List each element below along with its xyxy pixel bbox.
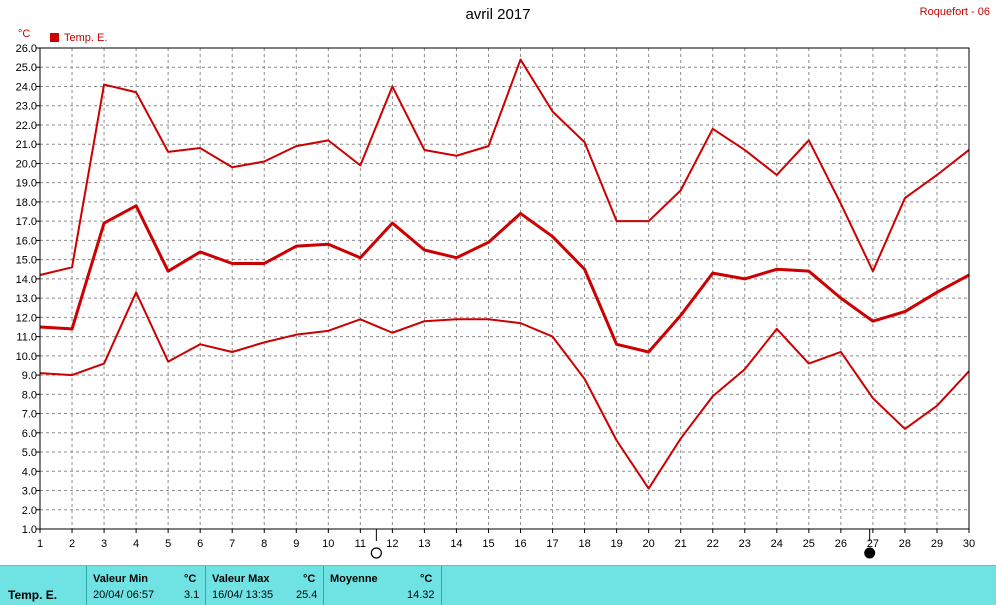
series-line-max — [39, 58, 970, 277]
y-axis-ticks: 1.0 2.0 3.0 4.0 5.0 6.0 7.0 8.0 9.0 10.0 11.0 12.0 1… — [16, 43, 40, 536]
x-tick-label: 10 — [322, 538, 334, 550]
series-line-mean — [39, 204, 970, 354]
x-tick-label: 11 — [355, 538, 366, 550]
y-tick-label: 20.0 — [16, 158, 37, 170]
y-tick-label: 1.0 — [22, 524, 37, 536]
temperature-chart: °C Temp. E. 1.02.03.04.05.06.07.08.09.01… — [16, 28, 975, 559]
x-tick-label: 6 — [197, 538, 203, 550]
x-tick-label: 22 — [707, 538, 719, 550]
y-tick-label: 21.0 — [16, 139, 37, 151]
y-tick-label: 11.0 — [16, 332, 37, 344]
y-tick-label: 2.0 — [22, 505, 37, 517]
stats-min-value: 3.1 — [184, 589, 200, 601]
stats-min-header: Valeur Min — [93, 573, 149, 585]
stats-mean-value: 14.32 — [407, 589, 435, 601]
y-tick-label: 23.0 — [16, 101, 37, 113]
y-tick-label: 16.0 — [16, 235, 37, 247]
chart-title: avril 2017 — [465, 6, 531, 23]
station-name: Roquefort - 06 — [919, 6, 990, 18]
x-tick-label: 19 — [610, 538, 622, 550]
full-moon-icon — [864, 547, 876, 559]
y-tick-label: 3.0 — [22, 486, 37, 498]
y-tick-label: 8.0 — [22, 389, 37, 401]
new-moon-icon — [370, 547, 382, 559]
x-tick-label: 17 — [546, 538, 558, 550]
x-tick-label: 2 — [69, 538, 75, 550]
x-tick-label: 12 — [386, 538, 398, 550]
x-tick-label: 26 — [835, 538, 847, 550]
stats-min-datetime: 20/04/ 06:57 — [93, 589, 155, 601]
x-tick-label: 3 — [101, 538, 107, 550]
y-tick-label: 25.0 — [16, 62, 37, 74]
x-tick-label: 15 — [482, 538, 494, 550]
y-tick-label: 26.0 — [16, 43, 37, 55]
y-tick-label: 22.0 — [16, 120, 37, 132]
y-tick-label: 15.0 — [16, 255, 37, 267]
stats-panel: Temp. E. Valeur Min °C 20/04/ 06:57 3.1 … — [0, 565, 996, 605]
y-tick-label: 18.0 — [16, 197, 37, 209]
y-tick-label: 24.0 — [16, 81, 37, 93]
y-tick-label: 12.0 — [16, 312, 37, 324]
stats-max-datetime: 16/04/ 13:35 — [212, 589, 274, 601]
stats-max: Valeur Max °C 16/04/ 13:35 25.4 — [206, 566, 323, 605]
x-tick-label: 28 — [899, 538, 911, 550]
x-tick-label: 5 — [165, 538, 171, 550]
stats-max-header: Valeur Max — [212, 573, 270, 585]
y-tick-label: 13.0 — [16, 293, 37, 305]
stats-max-value: 25.4 — [296, 589, 318, 601]
x-tick-label: 25 — [803, 538, 815, 550]
grid — [39, 47, 970, 530]
x-tick-label: 9 — [293, 538, 299, 550]
y-tick-label: 6.0 — [22, 428, 37, 440]
plot-frame — [39, 47, 970, 530]
x-tick-label: 29 — [931, 538, 943, 550]
x-tick-label: 13 — [418, 538, 430, 550]
legend-label: Temp. E. — [64, 32, 107, 44]
stats-row-label: Temp. E. — [8, 588, 58, 602]
y-tick-label: 4.0 — [22, 466, 37, 478]
x-tick-label: 16 — [514, 538, 526, 550]
x-tick-label: 18 — [578, 538, 590, 550]
y-tick-label: 19.0 — [16, 178, 37, 190]
x-tick-label: 21 — [675, 538, 687, 550]
stats-mean: Moyenne °C 14.32 — [324, 566, 441, 605]
x-tick-label: 7 — [229, 538, 235, 550]
stats-mean-unit: °C — [420, 573, 433, 585]
stats-min: Valeur Min °C 20/04/ 06:57 3.1 — [87, 566, 205, 605]
y-tick-label: 9.0 — [22, 370, 37, 382]
x-tick-label: 8 — [261, 538, 267, 550]
x-tick-label: 1 — [37, 538, 43, 550]
y-tick-label: 10.0 — [16, 351, 37, 363]
x-tick-label: 23 — [739, 538, 751, 550]
x-tick-label: 30 — [963, 538, 975, 550]
series-lines — [39, 58, 970, 490]
x-tick-label: 20 — [643, 538, 655, 550]
y-unit-label: °C — [18, 28, 30, 40]
stats-mean-header: Moyenne — [330, 573, 378, 585]
y-tick-label: 7.0 — [22, 409, 37, 421]
x-tick-label: 24 — [771, 538, 783, 550]
stats-min-unit: °C — [184, 573, 197, 585]
series-line-min — [39, 291, 970, 490]
y-tick-label: 17.0 — [16, 216, 37, 228]
y-tick-label: 14.0 — [16, 274, 37, 286]
y-tick-label: 5.0 — [22, 447, 37, 459]
legend-swatch — [50, 33, 59, 42]
x-tick-label: 14 — [450, 538, 462, 550]
stats-max-unit: °C — [303, 573, 316, 585]
x-axis-ticks: 1 2 3 4 5 6 7 8 9 10 11 12 13 14 15 16 17 18 19 20 21 22 23 24 2… — [37, 529, 975, 550]
x-tick-label: 4 — [133, 538, 139, 550]
moon-markers — [370, 529, 876, 559]
